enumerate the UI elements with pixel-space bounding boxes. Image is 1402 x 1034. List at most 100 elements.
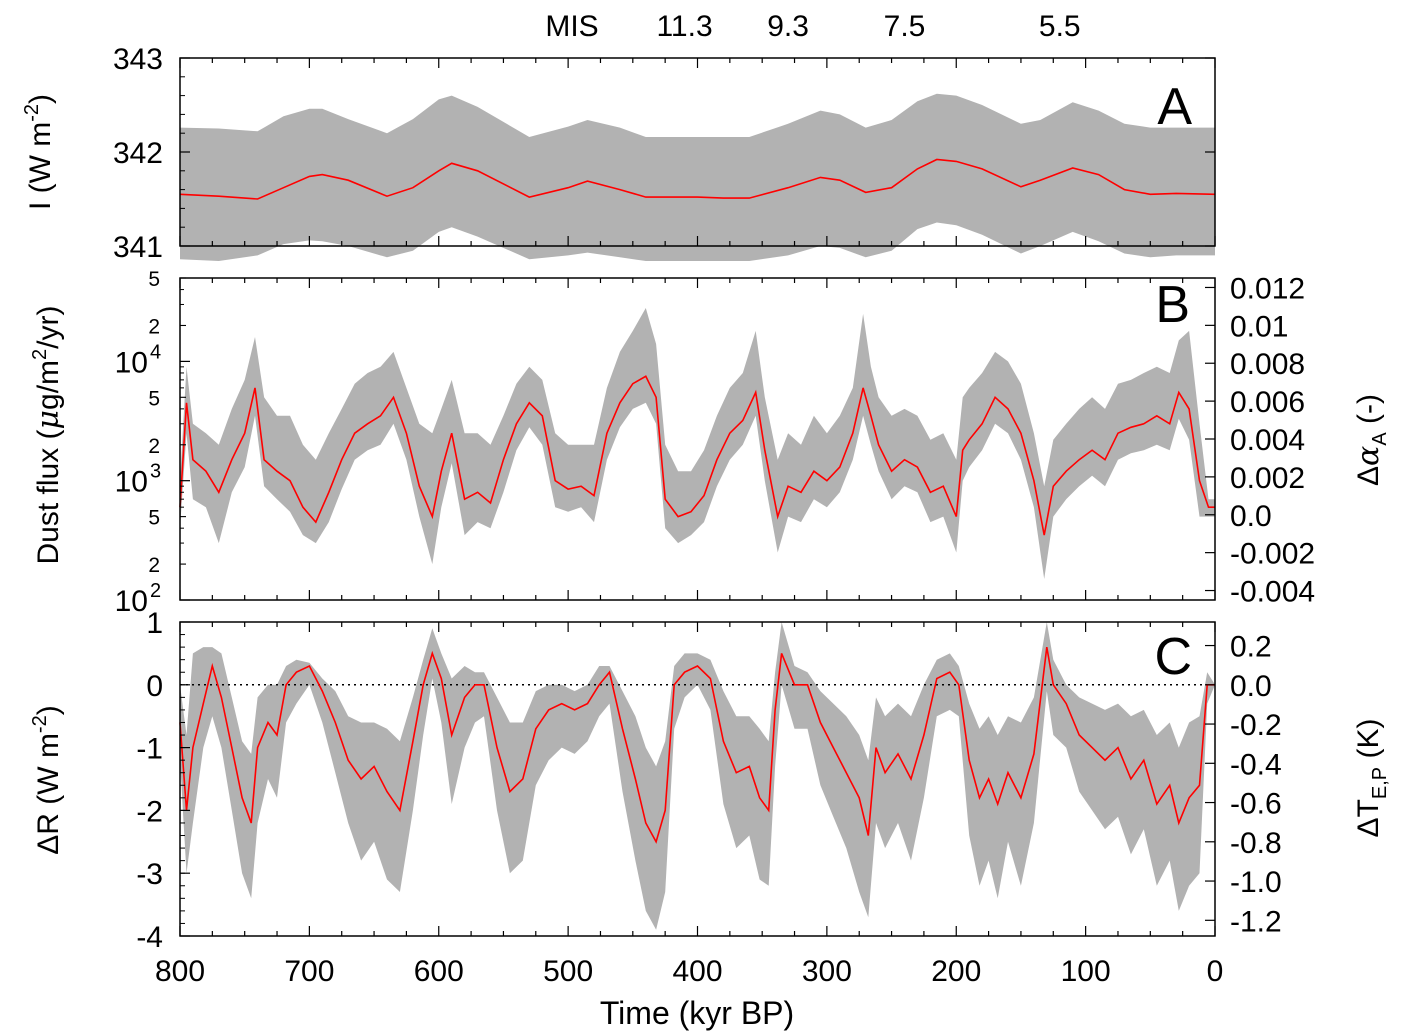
x-tick-label: 300 — [802, 955, 852, 988]
panel-b-y2label-main: Δ — [1352, 466, 1385, 486]
x-tick-label: 400 — [672, 955, 722, 988]
panel-a-ylabel-close: ) — [24, 94, 57, 104]
panel-b-ylabel-mid: g/m — [32, 360, 65, 410]
panel-b-y2tick-label: -0.002 — [1230, 538, 1315, 571]
mis-header: MIS 11.3 9.3 7.5 5.5 — [545, 10, 1080, 43]
panel-b-y2label-greek: α — [1351, 446, 1386, 466]
mis-stage-label: 11.3 — [656, 10, 712, 43]
panel-b-y2tick-label: 0.01 — [1230, 310, 1288, 343]
panel-c-ylabel-sup: -2 — [29, 715, 51, 733]
panel-c-y2label: ΔTE,P (K) — [1352, 719, 1391, 838]
panel-b-mean-path — [179, 375, 1215, 536]
panel-b-ylabel-mu: μ — [31, 410, 66, 430]
panel-c-ylabel-close: ) — [32, 705, 65, 715]
panel-c-ytick-label: -4 — [136, 921, 163, 954]
x-tick-label: 600 — [414, 955, 464, 988]
svg-text:ΔαA (-): ΔαA (-) — [1351, 394, 1391, 486]
panel-c-y2tick-label: -0.4 — [1230, 748, 1282, 781]
panel-c-mean-line — [179, 646, 1215, 844]
mis-stage-labels: 11.3 9.3 7.5 5.5 — [656, 10, 1080, 43]
panel-b-y2tick-label: 0.008 — [1230, 348, 1305, 381]
panel-c-y2label-sub: E,P — [1369, 767, 1391, 799]
mis-stage-label: 9.3 — [767, 10, 809, 43]
panel-c-ytick-label: 1 — [146, 607, 163, 640]
x-tick-label: 700 — [284, 955, 334, 988]
panel-b-ytick-minor-label: 2 — [148, 435, 160, 458]
panel-c-ylabel-main: ΔR (W m — [32, 733, 65, 855]
panel-a-ylabel-main: I (W m — [24, 122, 57, 210]
panel-c-ytick-label: 0 — [146, 670, 163, 703]
panel-b-ytick-minor-label: 5 — [148, 507, 160, 530]
x-tick-label: 0 — [1207, 955, 1224, 988]
panel-c-ticks: 1 0 -1 -2 -3 -4 0.2 0.0 -0.2 -0.4 -0.6 -0.8 -1.0 -1.2 — [136, 607, 1281, 954]
panel-c-mean-path — [179, 646, 1215, 844]
panel-b-ylabel-sup: 2 — [29, 349, 51, 360]
panel-a-mean-line — [179, 158, 1216, 200]
panel-b-letter: B — [1155, 276, 1190, 334]
panel-c-y2label-close: (K) — [1352, 719, 1385, 767]
panel-c-y2tick-label: -0.2 — [1230, 709, 1282, 742]
panel-c-y2tick-label: -1.2 — [1230, 905, 1282, 938]
panel-c-ytick-label: -2 — [136, 795, 163, 828]
panel-b-y2label-close: (-) — [1352, 394, 1385, 432]
panel-c-y2label-main: ΔT — [1352, 799, 1385, 837]
panel-c-ytick-label: -3 — [136, 858, 163, 891]
panel-c-ylabel: ΔR (W m-2) — [29, 705, 65, 854]
panel-c-y2tick-label: 0.2 — [1230, 631, 1272, 664]
panel-b-y2tick-label: 0.0 — [1230, 500, 1272, 533]
panel-b-y2tick-label: 0.012 — [1230, 272, 1305, 305]
svg-text:I (W m-2): I (W m-2) — [21, 94, 57, 210]
panel-c-y2tick-label: -0.8 — [1230, 827, 1282, 860]
panel-a: 341 342 343 I (W m-2) A — [21, 43, 1216, 264]
panel-b-ytick-minor-label: 2 — [148, 554, 160, 577]
panel-b-band-area — [180, 308, 1215, 579]
panel-a-ylabel-sup: -2 — [21, 104, 43, 122]
panel-b-mean-line — [179, 375, 1215, 536]
panel-b-ytick-exponent: 3 — [150, 461, 161, 483]
panel-b-ytick-label: 10 — [115, 346, 148, 379]
panel-a-ticks: 341 342 343 — [113, 43, 1216, 264]
panel-b-y2tick-label: -0.004 — [1230, 576, 1315, 609]
panel-a-mean-path — [179, 158, 1216, 200]
x-tick-label: 500 — [543, 955, 593, 988]
x-tick-label: 200 — [931, 955, 981, 988]
x-tick-label: 800 — [155, 955, 205, 988]
panel-c: 1 0 -1 -2 -3 -4 0.2 0.0 -0.2 -0.4 -0.6 -0.8 -1.0 -1.2… — [29, 607, 1391, 954]
panel-b-y2tick-label: 0.006 — [1230, 386, 1305, 419]
panel-b-y2label: ΔαA (-) — [1351, 394, 1391, 486]
panel-c-range-band — [180, 622, 1215, 930]
svg-text:ΔTE,P (K): ΔTE,P (K) — [1352, 719, 1391, 838]
panel-a-ytick-label: 343 — [113, 43, 163, 76]
x-tick-label: 100 — [1061, 955, 1111, 988]
panel-a-band-area — [180, 93, 1215, 261]
panel-a-ytick-label: 342 — [113, 137, 163, 170]
panel-b-ylabel-close: /yr) — [32, 306, 65, 349]
panel-b-y2label-sub: A — [1369, 432, 1391, 446]
panel-c-band-area — [180, 622, 1215, 930]
panel-c-letter: C — [1154, 628, 1192, 686]
panel-c-y2tick-label: -1.0 — [1230, 866, 1282, 899]
panel-b-range-band — [180, 308, 1215, 579]
panel-c-y2tick-label: -0.6 — [1230, 788, 1282, 821]
svg-text:Dust flux (μg/m2/yr): Dust flux (μg/m2/yr) — [29, 306, 66, 565]
panel-b-ytick-exponent: 4 — [150, 341, 161, 363]
panel-a-letter: A — [1157, 78, 1192, 136]
panel-b-ytick-minor-label: 2 — [148, 315, 160, 338]
panel-b-ytick-minor-label: 5 — [148, 268, 160, 291]
panel-b-y2tick-label: 0.002 — [1230, 462, 1305, 495]
panel-b-ytick-exponent: 2 — [150, 580, 161, 602]
panel-a-ylabel: I (W m-2) — [21, 94, 57, 210]
panel-c-y2tick-label: 0.0 — [1230, 670, 1272, 703]
panel-b-y2tick-label: 0.004 — [1230, 424, 1305, 457]
mis-label: MIS — [545, 10, 598, 43]
x-tick-labels: 800 700 600 500 400 300 200 100 0 — [155, 955, 1223, 988]
mis-stage-label: 5.5 — [1039, 10, 1081, 43]
panel-a-range-band — [180, 93, 1215, 261]
mis-stage-label: 7.5 — [884, 10, 926, 43]
panel-b-ylabel-main: Dust flux ( — [32, 429, 65, 564]
panel-b-ytick-minor-label: 5 — [148, 387, 160, 410]
panel-b-ylabel: Dust flux (μg/m2/yr) — [29, 306, 66, 565]
